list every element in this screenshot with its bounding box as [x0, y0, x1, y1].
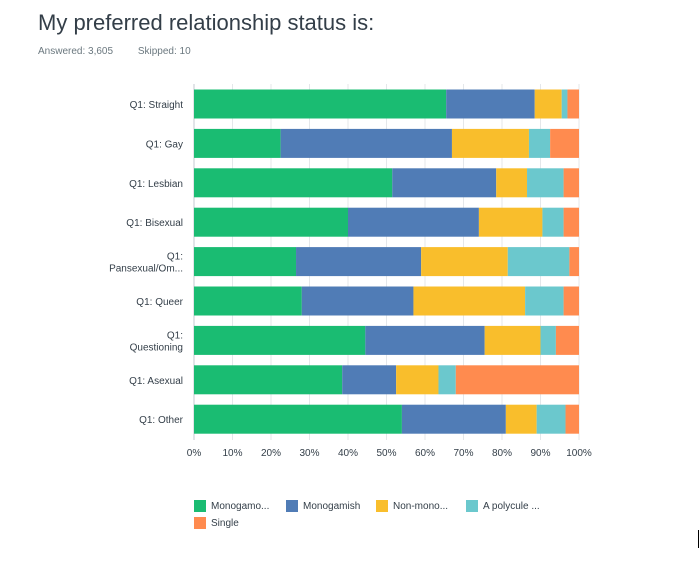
answered-count: Answered: 3,605 — [38, 46, 114, 57]
bar-segment — [194, 128, 281, 158]
bar-segment — [569, 247, 579, 277]
x-tick-label: 70% — [453, 448, 473, 459]
category-label: Q1: Gay — [146, 139, 183, 150]
bar-segment — [484, 325, 541, 355]
stacked-bar-chart: 0% 10% 20% 30% 40% 50% 60% 70% 80% 90% 100% Q1: Str… — [109, 84, 592, 459]
legend-swatch — [194, 517, 206, 529]
bar-segment — [451, 128, 529, 158]
bar-segment — [563, 168, 579, 198]
text-cursor-icon — [698, 530, 699, 548]
x-tick-label: 10% — [222, 448, 242, 459]
legend-label: A polycule ... — [483, 500, 540, 512]
bar-segment — [505, 404, 537, 434]
x-tick-label: 40% — [338, 448, 358, 459]
bar-segment — [478, 207, 543, 237]
category-label: Q1: Other — [139, 415, 184, 426]
bar-segment — [194, 365, 343, 395]
bar-segment — [527, 168, 564, 198]
category-label: Questioning — [130, 342, 183, 353]
x-tick-label: 20% — [261, 448, 281, 459]
x-tick-label: 30% — [299, 448, 319, 459]
bar-segment — [438, 365, 456, 395]
bar-segment — [455, 365, 579, 395]
bar-segment — [550, 128, 579, 158]
legend-swatch — [286, 500, 298, 512]
bar-segment — [194, 286, 302, 316]
x-tick-label: 90% — [530, 448, 550, 459]
bar-segment — [348, 207, 479, 237]
skipped-count: Skipped: 10 — [137, 46, 191, 57]
category-label: Q1: Queer — [136, 297, 183, 308]
bar-segment — [563, 286, 579, 316]
legend-item[interactable]: Monogamo... — [194, 500, 269, 512]
category-label: Q1: Straight — [130, 100, 184, 111]
category-label: Pansexual/Om... — [109, 264, 183, 275]
bar-segment — [563, 207, 579, 237]
legend-label: Monogamish — [303, 500, 361, 512]
legend-item[interactable]: A polycule ... — [466, 500, 540, 512]
bar-segment — [496, 168, 528, 198]
x-tick-label: 100% — [566, 448, 592, 459]
bar-segment — [194, 207, 348, 237]
bar-segment — [401, 404, 506, 434]
x-tick-label: 60% — [415, 448, 435, 459]
response-stats: Answered: 3,605 Skipped: 10 — [38, 46, 213, 57]
bar-segment — [528, 128, 551, 158]
category-label: Q1: Bisexual — [126, 218, 183, 229]
category-label: Q1: Asexual — [129, 376, 183, 387]
bar-segment — [540, 325, 556, 355]
category-label: Q1: — [167, 330, 183, 341]
legend-swatch — [466, 500, 478, 512]
bar-segment — [194, 247, 297, 277]
bar-segment — [280, 128, 452, 158]
bar-segment — [565, 404, 579, 434]
x-tick-label: 50% — [376, 448, 396, 459]
category-label: Q1: Lesbian — [129, 179, 183, 190]
bar-segment — [392, 168, 497, 198]
legend-item[interactable]: Non-mono... — [376, 500, 448, 512]
bar-segment — [365, 325, 485, 355]
bar-segment — [296, 247, 422, 277]
bar-segment — [536, 404, 566, 434]
legend-swatch — [194, 500, 206, 512]
bar-segment — [396, 365, 439, 395]
bar-segment — [555, 325, 579, 355]
bar-segment — [421, 247, 508, 277]
bar-segment — [534, 89, 562, 119]
legend-item[interactable]: Monogamish — [286, 500, 360, 512]
x-tick-label: 80% — [492, 448, 512, 459]
bar-segment — [413, 286, 526, 316]
legend-label: Single — [211, 517, 239, 529]
bar-segment — [301, 286, 414, 316]
legend-swatch — [376, 500, 388, 512]
bar-segment — [525, 286, 564, 316]
question-title: My preferred relationship status is: — [38, 10, 375, 35]
bar-segment — [507, 247, 570, 277]
category-label: Q1: — [167, 252, 183, 263]
bar-segment — [194, 404, 402, 434]
legend-label: Monogamo... — [211, 500, 270, 512]
bar-segment — [342, 365, 397, 395]
legend-item[interactable]: Single — [194, 517, 239, 529]
bar-segment — [446, 89, 535, 119]
bar-segment — [194, 89, 447, 119]
bar-segment — [561, 89, 568, 119]
bar-segment — [194, 325, 366, 355]
bar-segment — [567, 89, 579, 119]
bar-segment — [542, 207, 564, 237]
legend-label: Non-mono... — [393, 500, 449, 512]
bar-segment — [194, 168, 393, 198]
x-tick-label: 0% — [187, 448, 202, 459]
